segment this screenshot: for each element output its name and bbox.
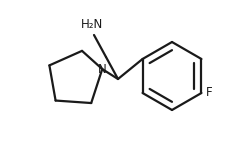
Text: H₂N: H₂N [81, 18, 103, 31]
Text: F: F [206, 87, 212, 100]
Text: N: N [98, 63, 107, 76]
